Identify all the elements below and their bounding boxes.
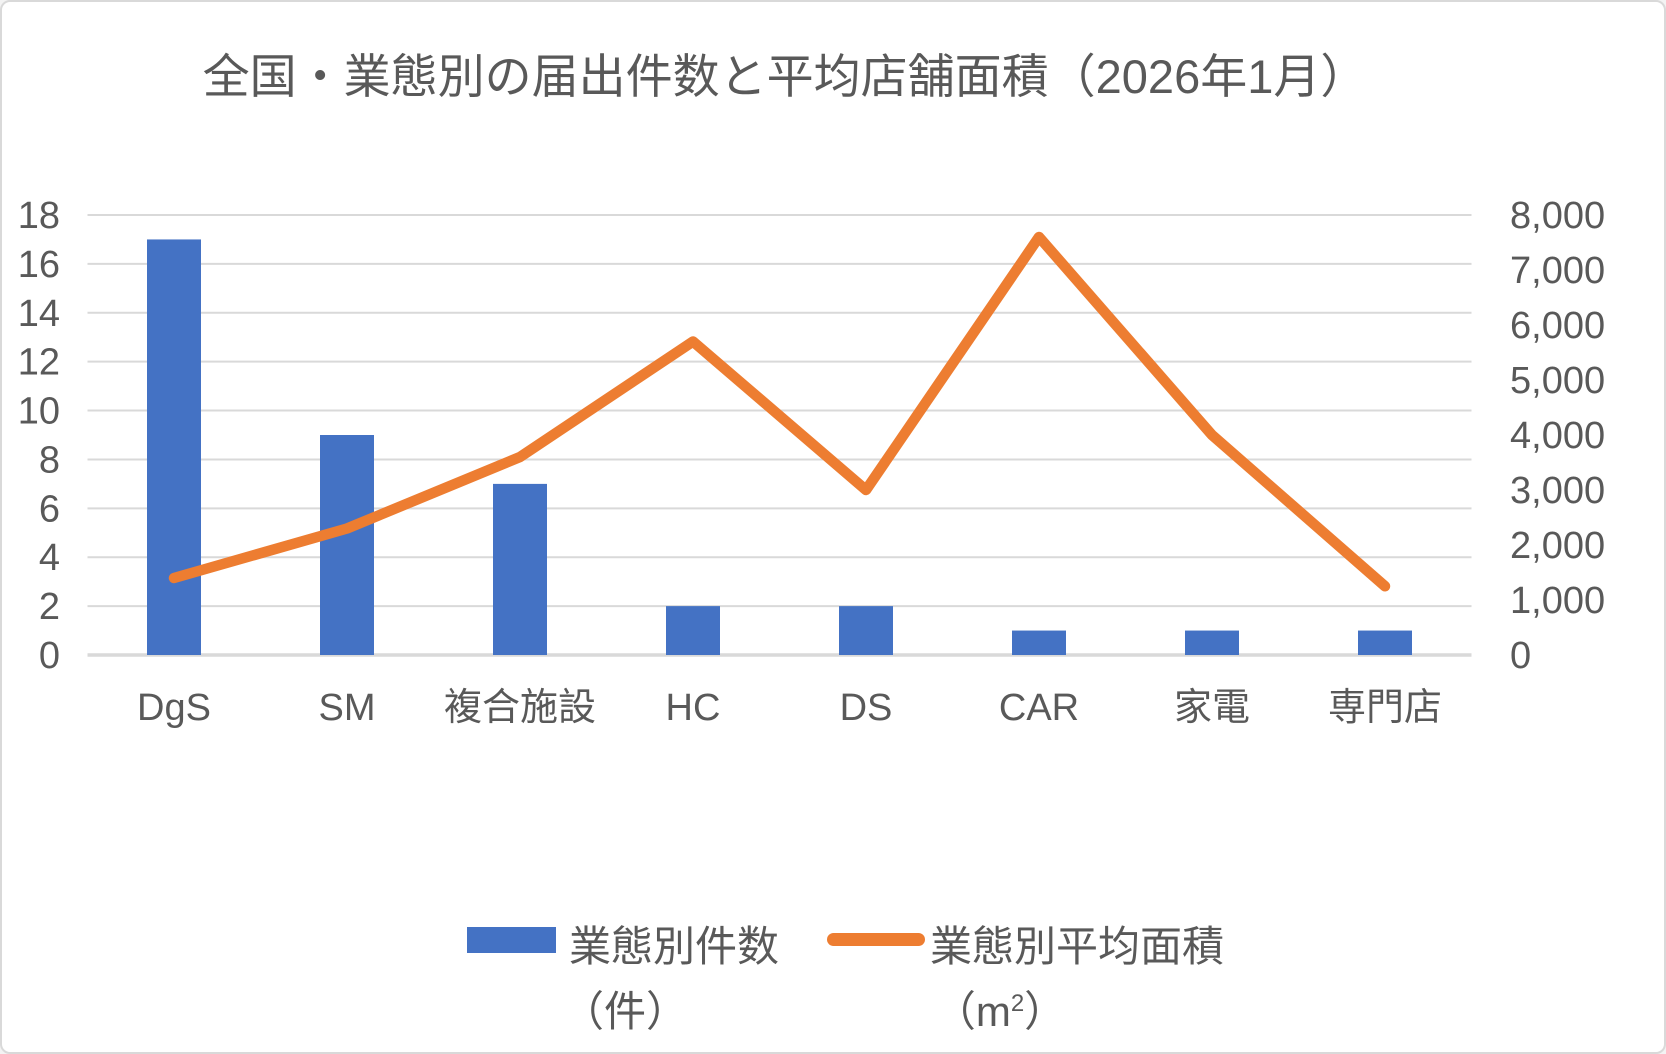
x-axis-category-label: DS: [840, 687, 893, 729]
x-axis-category-label: CAR: [999, 687, 1079, 729]
x-axis-category-label: 専門店: [1328, 687, 1442, 729]
left-axis-tick-label: 12: [18, 342, 60, 384]
right-axis-tick-label: 1,000: [1510, 580, 1605, 622]
bar-DgS: [147, 239, 201, 655]
right-axis-tick-label: 6,000: [1510, 305, 1605, 347]
left-axis-tick-label: 6: [39, 488, 60, 530]
legend-unit-line-series: （m2）: [933, 988, 1067, 1035]
bar-複合施設: [493, 483, 547, 655]
x-axis-category-label: SM: [319, 687, 376, 729]
right-axis-tick-label: 7,000: [1510, 250, 1605, 292]
right-axis-tick-label: 5,000: [1510, 360, 1605, 402]
x-axis-category-label: DgS: [137, 687, 211, 729]
bar-CAR: [1012, 630, 1066, 655]
legend-bar-swatch: [467, 927, 556, 953]
right-axis-tick-label: 0: [1510, 635, 1531, 677]
legend-label-line-series: 業態別平均面積: [930, 923, 1225, 970]
x-axis-category-label: 複合施設: [444, 687, 596, 729]
right-axis-tick-label: 2,000: [1510, 525, 1605, 567]
legend-line-swatch: [827, 933, 925, 946]
right-axis-tick-label: 3,000: [1510, 470, 1605, 512]
x-axis-category-label: 家電: [1174, 687, 1250, 729]
left-axis-tick-label: 16: [18, 244, 60, 286]
bar-HC: [666, 606, 720, 655]
bar-DS: [839, 606, 893, 655]
left-axis-tick-label: 10: [18, 391, 60, 433]
left-axis-tick-label: 2: [39, 586, 60, 628]
bar-専門店: [1358, 630, 1412, 655]
right-axis-tick-label: 4,000: [1510, 415, 1605, 457]
chart-title: 全国・業態別の届出件数と平均店舗面積（2026年1月）: [202, 50, 1368, 103]
left-axis-tick-label: 0: [39, 635, 60, 677]
left-axis-tick-label: 8: [39, 439, 60, 481]
left-axis-tick-label: 4: [39, 537, 60, 579]
legend-unit-bar-series: （件）: [561, 988, 689, 1035]
right-axis-tick-label: 8,000: [1510, 195, 1605, 237]
x-axis-category-label: HC: [666, 687, 721, 729]
bar-家電: [1185, 630, 1239, 655]
legend-label-bar-series: 業態別件数: [569, 923, 780, 970]
left-axis-tick-label: 14: [18, 293, 60, 335]
bar-SM: [320, 435, 374, 655]
left-axis-tick-label: 18: [18, 195, 60, 237]
line-series: [168, 231, 1391, 592]
